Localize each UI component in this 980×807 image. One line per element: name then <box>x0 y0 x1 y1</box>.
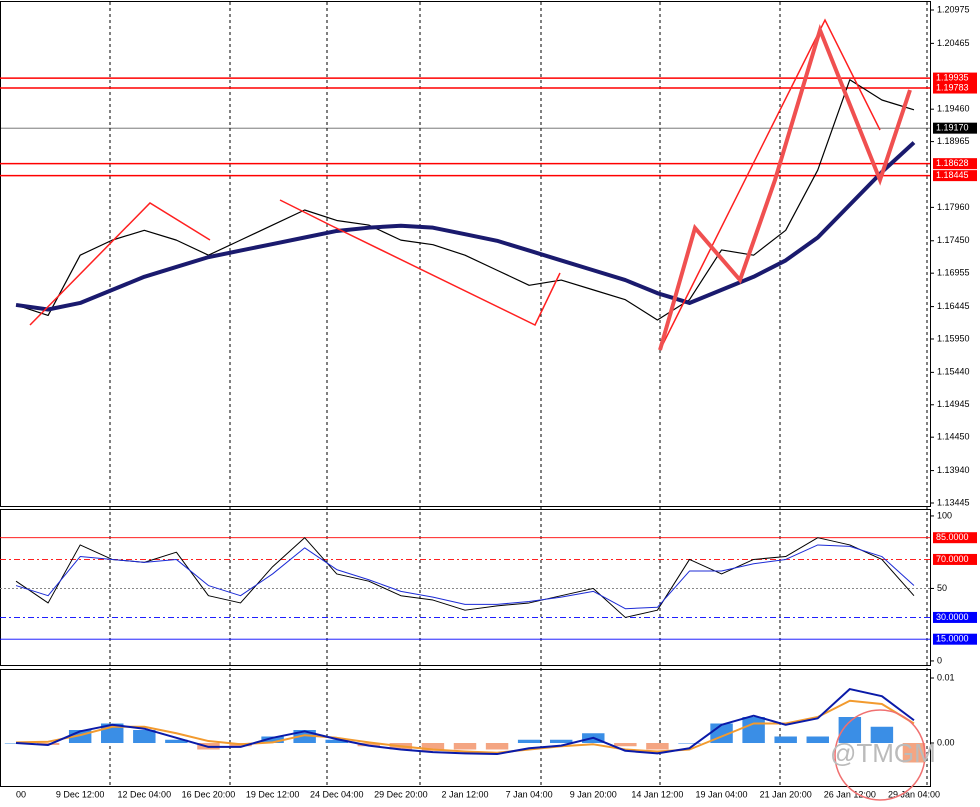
y-tick-label: 1.16445 <box>937 301 970 311</box>
level-label: 15.0000 <box>936 634 969 644</box>
x-tick-label: 19 Dec 12:00 <box>246 789 300 799</box>
pattern-annotations <box>29 18 912 351</box>
x-tick-label: 00 <box>16 789 26 799</box>
level-label: 1.18628 <box>936 158 969 168</box>
histogram-bar <box>774 736 797 744</box>
level-label-bg <box>933 170 977 182</box>
y-tick-label: 1.19460 <box>937 104 970 114</box>
y-tick-label: 0.01 <box>937 672 955 682</box>
histogram-bar <box>133 730 156 744</box>
x-tick-label: 16 Dec 20:00 <box>182 789 236 799</box>
series-line <box>16 699 915 754</box>
level-label-bg <box>933 158 977 170</box>
histogram-bar <box>325 739 348 744</box>
series-line <box>15 537 915 618</box>
histogram-bar <box>517 739 541 744</box>
level-label-bg <box>933 553 977 565</box>
plot: 1.20975 1.20465 1.19460 1.18965 1.17960 1.174… <box>0 4 977 799</box>
y-tick-label: 1.15440 <box>937 367 970 377</box>
y-tick-label: 1.14945 <box>937 399 970 409</box>
y-tick-label: 1.17450 <box>937 235 970 245</box>
x-tick-label: 21 Jan 20:00 <box>760 789 812 799</box>
x-tick-label: 19 Jan 04:00 <box>696 789 748 799</box>
histogram-bar <box>549 739 573 744</box>
x-tick-label: 9 Dec 12:00 <box>56 789 105 799</box>
y-tick-label: 0.00 <box>937 737 955 747</box>
level-label: 85.0000 <box>936 532 969 542</box>
level-label-bg <box>933 611 977 623</box>
y-tick-label: 1.17960 <box>937 202 970 212</box>
y-tick-label: 1.13445 <box>937 497 970 507</box>
histogram-bar <box>870 726 894 744</box>
histogram-bar <box>838 717 862 744</box>
level-label: 1.19783 <box>936 82 969 92</box>
histogram-bar <box>165 739 188 744</box>
histogram-bar <box>261 736 284 744</box>
histogram-bar <box>421 743 445 751</box>
histogram-bar <box>902 743 926 763</box>
x-tick-label: 7 Jan 04:00 <box>506 789 553 799</box>
y-tick-label: 1.15950 <box>937 333 970 343</box>
y-tick-label: 0 <box>937 655 942 665</box>
histogram-bar <box>742 717 765 744</box>
series-line <box>15 544 915 610</box>
y-tick-label: 1.18965 <box>937 136 970 146</box>
series-line <box>15 141 916 312</box>
watermark: @TMGM <box>830 738 936 768</box>
y-tick-label: 50 <box>937 583 947 593</box>
level-label: 30.0000 <box>936 612 969 622</box>
level-label: 70.0000 <box>936 554 969 564</box>
histogram-bar <box>485 743 509 750</box>
y-tick-label: 1.20465 <box>937 38 970 48</box>
histogram-bar <box>806 736 829 744</box>
histogram-bar <box>646 743 669 750</box>
x-tick-label: 2 Jan 12:00 <box>441 789 488 799</box>
y-tick-label: 1.13940 <box>937 465 970 475</box>
level-label-bg <box>933 633 977 645</box>
level-label-bg <box>933 532 977 544</box>
level-label-bg <box>933 82 977 94</box>
watermark-circle <box>834 709 926 801</box>
panel-borders <box>0 1 931 787</box>
level-label: 1.19935 <box>936 72 969 82</box>
level-label: 1.19170 <box>936 123 969 133</box>
histogram-bar <box>453 743 477 750</box>
series-line <box>15 688 915 756</box>
x-tick-label: 26 Jan 12:00 <box>824 789 876 799</box>
level-label-bg <box>933 72 977 84</box>
y-tick-label: 1.20975 <box>937 4 970 14</box>
series-line <box>15 79 915 321</box>
x-tick-label: 29 Dec 20:00 <box>374 789 428 799</box>
level-label: 1.18445 <box>936 170 969 180</box>
vertical-grid <box>109 2 928 786</box>
x-tick-label: 14 Jan 12:00 <box>631 789 683 799</box>
y-tick-label: 1.16955 <box>937 268 970 278</box>
x-tick-label: 12 Dec 04:00 <box>118 789 172 799</box>
y-tick-label: 1.14450 <box>937 432 970 442</box>
x-tick-label: 29 Jan 04:00 <box>888 789 940 799</box>
histogram-bar <box>678 743 701 744</box>
x-tick-label: 24 Dec 04:00 <box>310 789 364 799</box>
level-label-bg <box>933 122 977 134</box>
x-tick-label: 9 Jan 20:00 <box>570 789 617 799</box>
y-tick-label: 100 <box>937 510 952 520</box>
histogram-bar <box>614 743 637 747</box>
